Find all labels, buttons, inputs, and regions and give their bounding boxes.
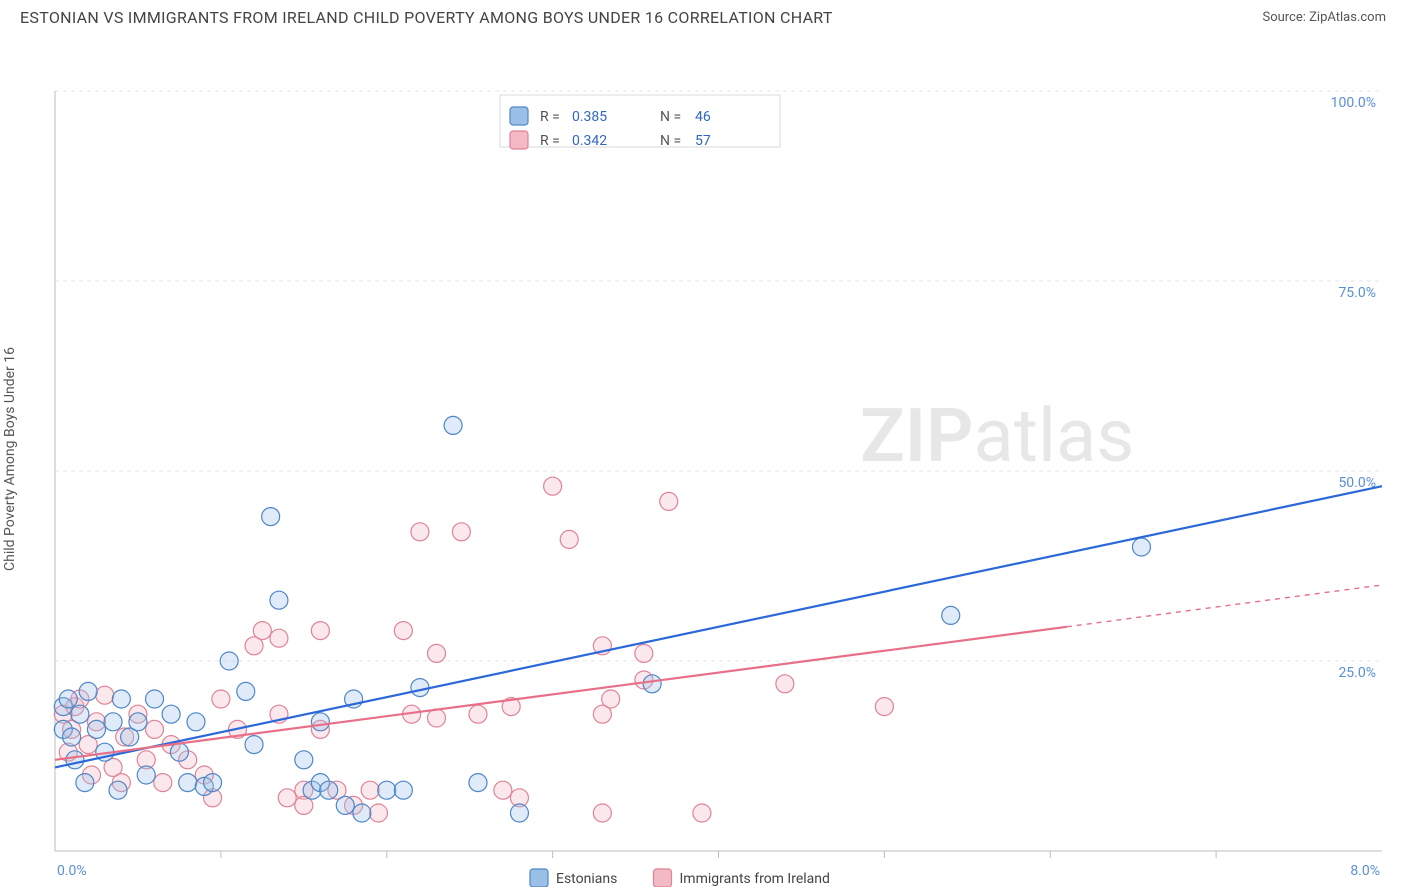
- estonians-point: [295, 751, 313, 769]
- estonians-point: [510, 804, 528, 822]
- immigrants-point: [394, 622, 412, 640]
- immigrants-point: [593, 804, 611, 822]
- estonians-point: [76, 774, 94, 792]
- estonians-point: [79, 682, 97, 700]
- estonians-point: [162, 705, 180, 723]
- legend-r-value: 0.342: [572, 133, 607, 149]
- estonians-point: [59, 690, 77, 708]
- immigrants-trendline-dash: [1067, 585, 1382, 627]
- estonians-point: [87, 720, 105, 738]
- immigrants-point: [452, 523, 470, 541]
- immigrants-point: [253, 622, 271, 640]
- series-label: Immigrants from Ireland: [680, 871, 830, 887]
- watermark: ZIPatlas: [860, 393, 1134, 480]
- estonians-point: [112, 690, 130, 708]
- estonians-point: [170, 743, 188, 761]
- estonians-point: [245, 736, 263, 754]
- immigrants-point: [544, 477, 562, 495]
- immigrants-point: [270, 629, 288, 647]
- immigrants-point: [428, 709, 446, 727]
- immigrants-point: [411, 523, 429, 541]
- immigrants-point: [212, 690, 230, 708]
- immigrants-point: [560, 530, 578, 548]
- legend-r-value: 0.385: [572, 109, 607, 125]
- estonians-point: [129, 713, 147, 731]
- estonians-point: [469, 774, 487, 792]
- chart-source: Source: ZipAtlas.com: [1262, 10, 1386, 25]
- series-swatch: [654, 869, 672, 887]
- immigrants-point: [278, 789, 296, 807]
- immigrants-point: [361, 781, 379, 799]
- immigrants-point: [635, 644, 653, 662]
- estonians-point: [643, 675, 661, 693]
- legend-n-label: N =: [660, 109, 681, 125]
- x-min-label: 0.0%: [57, 863, 87, 879]
- y-axis-label: Child Poverty Among Boys Under 16: [2, 347, 18, 571]
- estonians-point: [262, 508, 280, 526]
- estonians-point: [336, 796, 354, 814]
- estonians-point: [204, 774, 222, 792]
- estonians-point: [179, 774, 197, 792]
- estonians-point: [270, 591, 288, 609]
- immigrants-point: [494, 781, 512, 799]
- legend-r-label: R =: [540, 109, 560, 125]
- chart-title: ESTONIAN VS IMMIGRANTS FROM IRELAND CHIL…: [20, 8, 833, 27]
- legend-n-value: 46: [695, 109, 711, 125]
- estonians-point: [220, 652, 238, 670]
- immigrants-point: [154, 774, 172, 792]
- scatter-chart: 25.0%50.0%75.0%100.0%0.0%8.0%ZIPatlasR =…: [0, 31, 1406, 887]
- estonians-point: [320, 781, 338, 799]
- estonians-point: [187, 713, 205, 731]
- series-label: Estonians: [556, 871, 617, 887]
- source-label: Source:: [1262, 10, 1309, 25]
- estonians-point: [237, 682, 255, 700]
- estonians-point: [378, 781, 396, 799]
- legend-swatch: [510, 131, 528, 149]
- legend-n-value: 57: [695, 133, 711, 149]
- estonians-point: [71, 705, 89, 723]
- estonians-point: [353, 804, 371, 822]
- source-name: ZipAtlas.com: [1309, 10, 1386, 25]
- estonians-point: [63, 728, 81, 746]
- immigrants-point: [369, 804, 387, 822]
- legend-n-label: N =: [660, 133, 681, 149]
- y-tick-label: 25.0%: [1338, 665, 1376, 681]
- immigrants-point: [96, 686, 114, 704]
- estonians-point: [311, 713, 329, 731]
- estonians-point: [942, 606, 960, 624]
- estonians-point: [411, 679, 429, 697]
- immigrants-trendline: [55, 627, 1067, 760]
- immigrants-point: [311, 622, 329, 640]
- immigrants-point: [428, 644, 446, 662]
- immigrants-point: [875, 698, 893, 716]
- estonians-point: [104, 713, 122, 731]
- immigrants-point: [146, 720, 164, 738]
- estonians-point: [394, 781, 412, 799]
- estonians-point: [1132, 538, 1150, 556]
- y-tick-label: 100.0%: [1331, 95, 1376, 111]
- legend-r-label: R =: [540, 133, 560, 149]
- x-max-label: 8.0%: [1350, 863, 1380, 879]
- y-tick-label: 75.0%: [1338, 285, 1376, 301]
- estonians-point: [109, 781, 127, 799]
- estonians-point: [137, 766, 155, 784]
- estonians-point: [444, 416, 462, 434]
- immigrants-point: [776, 675, 794, 693]
- estonians-point: [146, 690, 164, 708]
- immigrants-point: [660, 492, 678, 510]
- legend-swatch: [510, 107, 528, 125]
- estonians-point: [66, 751, 84, 769]
- immigrants-point: [602, 690, 620, 708]
- immigrants-point: [469, 705, 487, 723]
- series-swatch: [530, 869, 548, 887]
- immigrants-point: [693, 804, 711, 822]
- chart-area: Child Poverty Among Boys Under 16 25.0% 5…: [0, 31, 1406, 887]
